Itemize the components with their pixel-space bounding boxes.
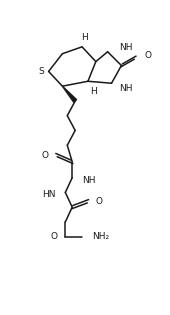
Text: NH₂: NH₂ <box>92 232 109 241</box>
Text: S: S <box>39 67 45 76</box>
Text: O: O <box>42 151 49 159</box>
Text: O: O <box>96 197 103 206</box>
Text: H: H <box>90 87 97 96</box>
Text: O: O <box>50 232 57 241</box>
Text: H: H <box>81 32 87 42</box>
Text: HN: HN <box>42 190 55 199</box>
Polygon shape <box>62 86 77 102</box>
Text: NH: NH <box>120 84 133 93</box>
Text: NH: NH <box>82 176 96 185</box>
Text: NH: NH <box>120 43 133 52</box>
Text: O: O <box>144 51 151 60</box>
